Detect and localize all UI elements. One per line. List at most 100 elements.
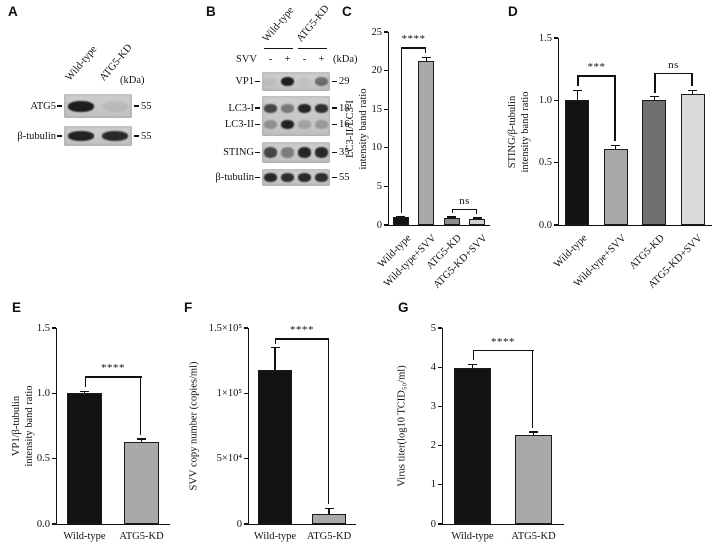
protein-band: [314, 147, 329, 158]
y-tick: [554, 37, 558, 39]
protein-band: [101, 131, 129, 141]
sig-bracket: [451, 208, 478, 211]
error-bar-line: [328, 508, 330, 514]
bar-chart-panel-d: STING/β-tubulin intensity band ratio 0.0 0.…: [504, 8, 720, 296]
y-tick-label: 1.5: [36, 322, 50, 334]
sig-label: ns: [459, 194, 470, 207]
sig-bracket-drop: [472, 349, 474, 361]
bar-wild-type: [66, 393, 103, 524]
sig-bracket: [654, 72, 693, 75]
sig-bracket-drop: [84, 376, 86, 388]
protein-band: [280, 147, 295, 158]
lane-label: Wild-type: [63, 43, 100, 84]
kda-marker: 35: [339, 147, 350, 158]
y-axis-label: SVV copy number (copies/ml): [188, 362, 201, 491]
y-tick: [384, 108, 388, 110]
bar-atg5-kd: [642, 100, 667, 225]
panel-label-d: D: [508, 4, 518, 19]
x-category-label: Wild-type: [451, 531, 494, 542]
blot-strip: [262, 72, 330, 91]
y-tick: [384, 31, 388, 33]
treatment-sign: +: [318, 54, 325, 65]
y-tick-label: 1.0: [538, 94, 552, 106]
bar-chart-panel-c: LC3-II/LC3-I intensity band ratio 0 5 10 15 20…: [342, 8, 494, 296]
x-category-label: ATG5-KD: [511, 531, 556, 542]
error-bar-line: [425, 57, 427, 62]
protein-band: [263, 147, 278, 158]
x-category-label: ATG5-KD: [306, 531, 352, 542]
panel-label-c: C: [342, 4, 352, 19]
protein-band: [280, 76, 295, 87]
protein-band: [297, 103, 312, 113]
sig-label: ***: [587, 61, 606, 74]
y-tick: [438, 523, 442, 525]
y-tick-label: 10: [371, 142, 383, 154]
western-blot-panel-a: Wild-type ATG5-KD (kDa) ATG5 55 β-tubulin 55: [8, 8, 158, 168]
treatment-label: SVV: [235, 54, 257, 65]
blot-row-label: LC3-II: [224, 119, 254, 131]
treatment-sign: -: [302, 54, 307, 65]
sig-bracket: [275, 338, 329, 340]
protein-band: [280, 173, 295, 182]
kda-marker: 55: [339, 172, 350, 183]
y-tick: [244, 327, 248, 329]
protein-band: [297, 173, 312, 182]
error-bar-cap: [447, 216, 457, 218]
panel-label-b: B: [206, 4, 216, 19]
sig-bracket-drop: [475, 208, 478, 215]
error-bar-cap: [611, 144, 621, 146]
sig-bracket: [400, 47, 427, 49]
error-bar-cap: [396, 215, 406, 218]
sig-bracket-drop: [654, 72, 656, 93]
y-tick: [438, 444, 442, 447]
x-axis: [558, 225, 712, 227]
bar-atg5-kd-svv: [680, 94, 705, 225]
sig-bracket-drop: [451, 208, 454, 214]
protein-band: [263, 103, 278, 113]
blot-strip: [262, 142, 330, 163]
y-tick-label: 25: [371, 26, 383, 38]
sig-label: ****: [491, 335, 515, 348]
x-axis: [56, 524, 170, 526]
blot-strip: [262, 169, 330, 186]
panel-label-e: E: [12, 300, 22, 315]
label-tick: [255, 80, 260, 83]
sig-label: ****: [290, 324, 314, 337]
y-axis-label-line: intensity band ratio: [358, 87, 369, 170]
y-axis-label: LC3-II/LC3-I intensity band ratio: [344, 88, 370, 169]
label-tick: [57, 135, 62, 137]
sig-bracket: [472, 349, 534, 351]
x-category-label: ATG5-KD: [119, 531, 164, 542]
y-tick-label: 1×10⁵: [216, 387, 242, 399]
blot-row-label: STING: [223, 147, 254, 158]
sig-bracket-drop: [577, 75, 579, 87]
y-tick: [52, 327, 56, 329]
marker-tick: [332, 151, 337, 154]
bar-chart-panel-g: Virus titer(log10 TCID₅₀/ml) 0 1 2 3 4 5 Wild-t…: [394, 306, 572, 548]
error-bar-cap: [421, 56, 431, 59]
y-tick-label: 3: [430, 400, 436, 412]
y-tick-label: 0.5: [36, 453, 50, 465]
sig-bracket-drop: [140, 376, 142, 436]
kda-marker: 16: [339, 119, 350, 131]
bar-atg5-kd: [123, 441, 160, 524]
y-tick: [384, 185, 388, 188]
protein-band: [263, 76, 278, 87]
y-axis-label: Virus titer(log10 TCID₅₀/ml): [396, 365, 409, 486]
label-tick: [255, 107, 260, 109]
sig-bracket-drop: [275, 338, 277, 344]
kda-label: (kDa): [333, 54, 358, 65]
error-bar-line: [471, 364, 474, 369]
y-axis: [442, 328, 444, 525]
error-bar-line: [140, 439, 143, 442]
sig-bracket-drop: [614, 75, 616, 142]
error-bar-cap: [468, 363, 477, 366]
protein-band: [67, 100, 95, 112]
sig-bracket-drop: [400, 47, 403, 213]
bar-atg5-kd: [514, 435, 553, 524]
kda-marker: 18: [339, 102, 350, 114]
blot-row-label: β-tubulin: [17, 130, 56, 142]
error-bar-cap: [137, 438, 146, 440]
bar-wild-type: [392, 217, 409, 225]
